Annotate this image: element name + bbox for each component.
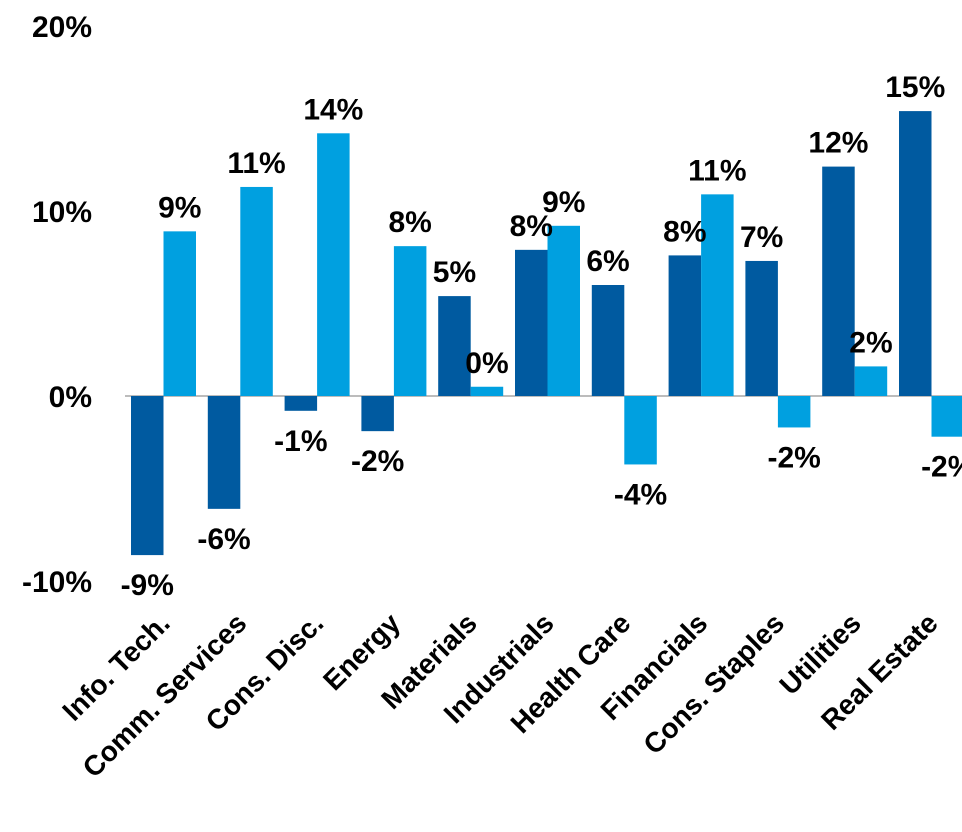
- bar-series-1: [207, 396, 241, 509]
- data-label: -2%: [921, 451, 962, 484]
- y-tick-label: 10%: [32, 196, 92, 229]
- y-tick-label: -10%: [22, 566, 92, 599]
- data-label: 0%: [465, 347, 508, 380]
- data-label: 8%: [663, 215, 706, 248]
- data-label: 7%: [740, 221, 783, 254]
- bar-series-2: [701, 194, 734, 396]
- bar-series-2: [470, 386, 504, 396]
- bar-series-1: [284, 396, 318, 411]
- bar-series-2: [854, 366, 888, 396]
- data-labels-layer: -9%9%-6%11%-1%14%-2%8%5%0%8%9%6%-4%8%11%…: [121, 71, 962, 602]
- data-label: 8%: [510, 210, 553, 243]
- data-label: 6%: [586, 245, 629, 278]
- bar-series-2: [547, 225, 580, 396]
- bar-series-2: [163, 231, 196, 396]
- bar-series-2: [624, 396, 657, 465]
- bar-series-1: [822, 166, 855, 396]
- bar-series-1: [361, 396, 394, 432]
- bar-series-1: [745, 260, 778, 396]
- data-label: 14%: [303, 93, 363, 126]
- data-label: 15%: [885, 71, 945, 104]
- bar-series-1: [438, 296, 471, 396]
- data-label: -1%: [274, 425, 327, 458]
- data-label: 8%: [388, 206, 431, 239]
- bar-series-2: [317, 133, 350, 397]
- bar-series-1: [668, 255, 702, 396]
- data-label: 2%: [849, 326, 892, 359]
- data-label: -6%: [197, 523, 250, 556]
- data-label: -4%: [614, 478, 667, 511]
- bars-layer: [131, 111, 962, 556]
- bar-series-1: [515, 249, 548, 396]
- y-tick-label: 0%: [49, 381, 92, 414]
- bar-series-2: [931, 396, 962, 437]
- data-label: -2%: [351, 445, 404, 478]
- bar-series-1: [131, 396, 164, 556]
- data-label: 5%: [433, 256, 476, 289]
- data-label: 9%: [158, 191, 201, 224]
- data-label: 11%: [688, 154, 746, 187]
- data-label: -2%: [767, 441, 820, 474]
- bar-series-2: [393, 246, 427, 396]
- category-label: Cons. Staples: [637, 607, 790, 760]
- y-tick-label: 20%: [32, 11, 92, 44]
- data-label: 12%: [808, 127, 868, 160]
- bar-series-1: [591, 285, 625, 396]
- bar-series-1: [899, 111, 932, 396]
- data-label: 11%: [227, 147, 285, 180]
- bar-series-2: [777, 396, 811, 428]
- data-label: 9%: [542, 186, 585, 219]
- data-label: -9%: [121, 569, 174, 602]
- bar-series-2: [240, 186, 273, 396]
